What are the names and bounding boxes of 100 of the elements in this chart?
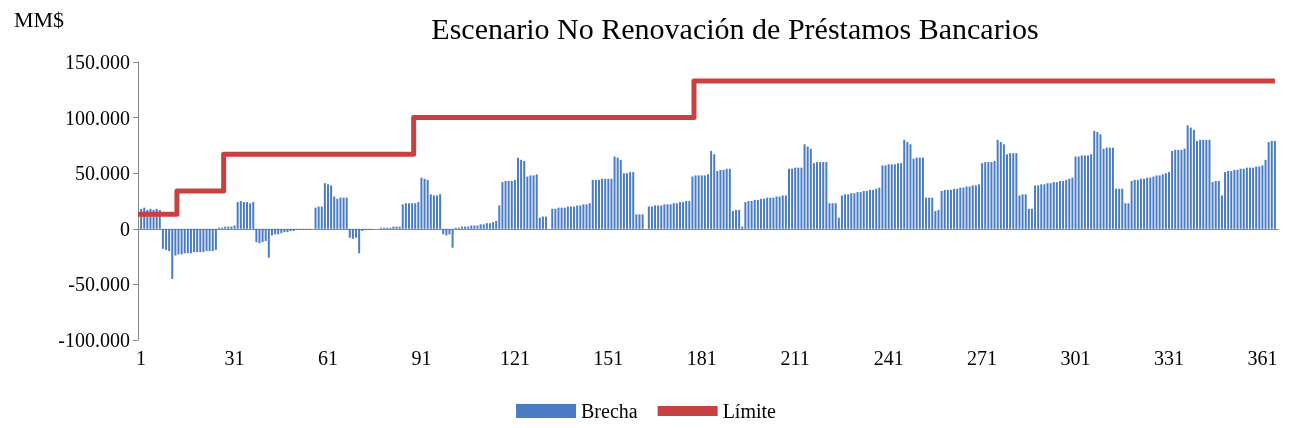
bar: [336, 198, 339, 229]
bar: [1002, 144, 1005, 229]
bar: [1230, 170, 1233, 229]
bar: [395, 226, 398, 229]
bar: [803, 144, 806, 229]
bar: [632, 172, 635, 229]
bar: [597, 179, 600, 229]
bar: [330, 185, 333, 229]
bar: [613, 156, 616, 229]
bar: [853, 193, 856, 229]
bar: [161, 228, 164, 249]
bar: [797, 167, 800, 229]
bar: [940, 190, 943, 229]
bar: [956, 188, 959, 229]
bar: [1087, 155, 1089, 229]
bar: [339, 197, 342, 229]
x-tick-label: 31: [224, 347, 245, 369]
bar: [915, 157, 918, 229]
bar: [816, 162, 819, 229]
y-tick-label: -50.000: [68, 273, 130, 296]
bar: [703, 175, 706, 229]
bar: [183, 228, 186, 254]
bar: [470, 225, 473, 229]
bar: [1012, 153, 1015, 229]
bar: [504, 180, 507, 229]
bar: [650, 206, 653, 229]
bar: [1093, 130, 1096, 229]
x-tick-label: 331: [1153, 347, 1184, 369]
bar: [1021, 194, 1024, 229]
bar: [420, 177, 423, 229]
bar: [685, 201, 688, 229]
x-tick-label: 1: [136, 347, 147, 369]
bar: [345, 197, 348, 229]
bar: [800, 167, 803, 229]
bar: [937, 209, 940, 229]
bar: [1152, 176, 1155, 229]
bar: [445, 228, 448, 236]
bar: [722, 169, 725, 229]
bar: [569, 206, 572, 229]
bar: [351, 228, 354, 239]
bar: [414, 203, 417, 229]
bar: [261, 228, 264, 243]
bar: [678, 202, 681, 229]
bar: [551, 208, 554, 229]
bar: [890, 164, 893, 229]
bar: [358, 228, 361, 254]
bar: [806, 146, 809, 229]
bar: [769, 197, 772, 229]
bar: [893, 164, 896, 229]
bar: [1217, 180, 1220, 229]
bar: [822, 162, 825, 229]
bar: [1146, 177, 1149, 229]
bar: [700, 175, 703, 229]
bar: [850, 193, 853, 229]
bar: [728, 168, 731, 229]
bar: [971, 185, 974, 229]
bar: [756, 199, 759, 229]
bar: [918, 157, 921, 229]
bar: [1102, 148, 1105, 229]
y-tick-label: -100.000: [58, 329, 130, 351]
bar: [1236, 169, 1239, 229]
bar: [1233, 169, 1236, 229]
bar: [616, 157, 619, 229]
bar: [557, 207, 560, 229]
bar: [193, 228, 196, 253]
bar: [177, 228, 180, 255]
bar: [1121, 188, 1124, 229]
bar: [249, 203, 252, 229]
bar: [492, 222, 495, 229]
bar: [1009, 153, 1012, 229]
bar: [1037, 185, 1040, 229]
bar: [451, 228, 454, 248]
bar: [962, 187, 965, 229]
bar: [1052, 182, 1055, 229]
bar: [694, 175, 697, 229]
bar: [258, 228, 261, 244]
bar: [744, 202, 747, 229]
bar: [186, 228, 189, 254]
bar: [781, 195, 784, 229]
bar: [1055, 182, 1058, 229]
bar: [909, 144, 912, 229]
bar: [1105, 147, 1108, 229]
bar: [520, 159, 523, 229]
bar: [834, 203, 837, 229]
bar: [691, 176, 694, 229]
bar: [563, 207, 566, 229]
bar: [541, 216, 544, 229]
bar: [1139, 178, 1142, 229]
bar: [252, 202, 255, 229]
bar: [211, 228, 214, 252]
bar: [507, 180, 510, 229]
bar: [831, 203, 834, 229]
bar: [946, 189, 949, 229]
bar: [464, 226, 467, 229]
bar: [246, 202, 249, 229]
bar: [573, 206, 576, 229]
bar: [267, 228, 270, 258]
bar: [713, 154, 716, 229]
bar: [189, 228, 192, 254]
bar: [921, 157, 924, 229]
